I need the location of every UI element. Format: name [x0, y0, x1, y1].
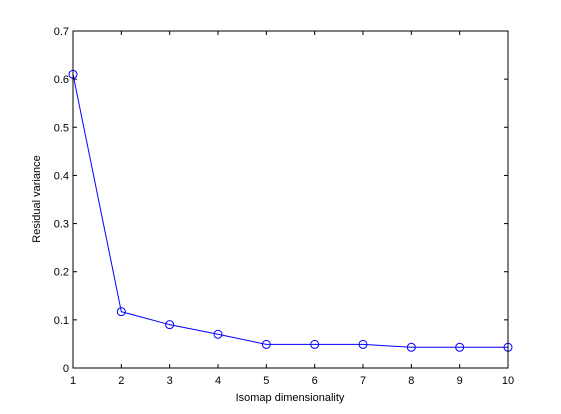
- data-point-marker: [165, 320, 175, 330]
- y-tick-label: 0.4: [54, 170, 69, 182]
- data-point-marker: [213, 329, 223, 339]
- x-tick-label: 8: [408, 375, 414, 387]
- x-tick-label: 4: [215, 375, 221, 387]
- data-point-marker: [455, 342, 465, 352]
- plot-area: [73, 31, 508, 368]
- x-tick-label: 9: [457, 375, 463, 387]
- data-point-marker: [358, 339, 368, 349]
- x-tick-labels: 1 2 3 4 5 6 7 8 9 10: [70, 375, 514, 387]
- data-point-marker: [116, 307, 126, 317]
- y-tick-label: 0: [63, 363, 69, 375]
- y-axis-label: Residual variance: [31, 155, 43, 242]
- data-point-marker: [406, 342, 416, 352]
- y-tick-label: 0.7: [54, 26, 69, 38]
- plot-frame: [72, 30, 509, 369]
- x-tick-label: 1: [70, 375, 76, 387]
- series-line: [72, 74, 508, 348]
- y-tick-label: 0.1: [54, 315, 69, 327]
- data-point-marker: [310, 339, 320, 349]
- y-tick-label: 0.5: [54, 122, 69, 134]
- axis-ticks: [72, 30, 509, 369]
- x-tick-label: 10: [502, 375, 514, 387]
- x-axis-label: Isomap dimensionality: [236, 392, 345, 404]
- x-tick-label: 5: [263, 375, 269, 387]
- x-tick-label: 3: [167, 375, 173, 387]
- x-tick-label: 6: [312, 375, 318, 387]
- y-tick-label: 0.3: [54, 219, 69, 231]
- y-tick-labels: 0 0.1 0.2 0.3 0.4 0.5 0.6 0.7: [54, 26, 69, 375]
- y-tick-label: 0.2: [54, 267, 69, 279]
- x-tick-label: 7: [360, 375, 366, 387]
- y-tick-label: 0.6: [54, 74, 69, 86]
- data-point-marker: [261, 339, 271, 349]
- x-tick-label: 2: [118, 375, 124, 387]
